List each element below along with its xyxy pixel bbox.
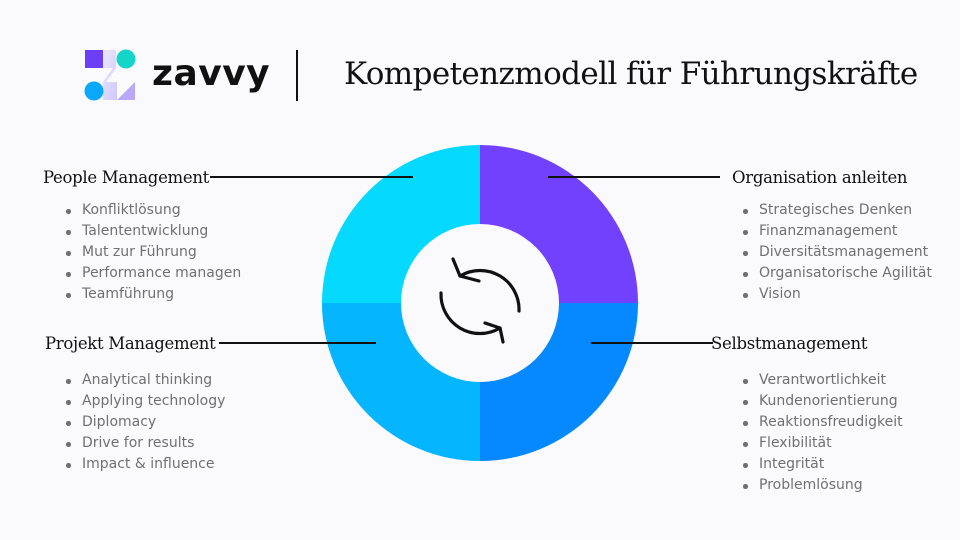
selbstmanagement-list: Verantwortlichkeit Kundenorientierung Re… (743, 370, 903, 496)
people-management-list: Konfliktlösung Talententwicklung Mut zur… (66, 200, 241, 305)
projekt-management-list: Analytical thinking Applying technology … (66, 370, 225, 475)
list-item: Integrität (743, 454, 903, 475)
connector-selbstmanagement (591, 342, 713, 344)
donut-hole (401, 224, 559, 382)
list-item: Verantwortlichkeit (743, 370, 903, 391)
list-item: Problemlösung (743, 475, 903, 496)
list-item: Organisatorische Agilität (743, 263, 932, 284)
page-title: Kompetenzmodell für Führungskräfte (344, 56, 918, 92)
list-item: Flexibilität (743, 433, 903, 454)
list-item: Drive for results (66, 433, 225, 454)
connector-organisation-anleiten (548, 176, 720, 178)
list-item: Teamführung (66, 284, 241, 305)
list-item: Vision (743, 284, 932, 305)
list-item: Kundenorientierung (743, 391, 903, 412)
connector-people-management (210, 176, 413, 178)
zavvy-logo-icon (84, 49, 136, 101)
list-item: Diversitätsmanagement (743, 242, 932, 263)
list-item: Finanzmanagement (743, 221, 932, 242)
organisation-anleiten-title: Organisation anleiten (732, 168, 908, 187)
projekt-management-title: Projekt Management (45, 334, 216, 353)
list-item: Performance managen (66, 263, 241, 284)
list-item: Diplomacy (66, 412, 225, 433)
competency-donut (322, 145, 638, 461)
organisation-anleiten-list: Strategisches Denken Finanzmanagement Di… (743, 200, 932, 305)
list-item: Talententwicklung (66, 221, 241, 242)
people-management-title: People Management (43, 168, 209, 187)
list-item: Applying technology (66, 391, 225, 412)
header-divider (296, 50, 298, 101)
selbstmanagement-title: Selbstmanagement (711, 334, 868, 353)
connector-projekt-management (219, 342, 376, 344)
list-item: Mut zur Führung (66, 242, 241, 263)
list-item: Impact & influence (66, 454, 225, 475)
brand-wordmark: zavvy (152, 53, 271, 94)
list-item: Strategisches Denken (743, 200, 932, 221)
list-item: Analytical thinking (66, 370, 225, 391)
refresh-cycle-icon (439, 257, 521, 344)
list-item: Konfliktlösung (66, 200, 241, 221)
list-item: Reaktionsfreudigkeit (743, 412, 903, 433)
